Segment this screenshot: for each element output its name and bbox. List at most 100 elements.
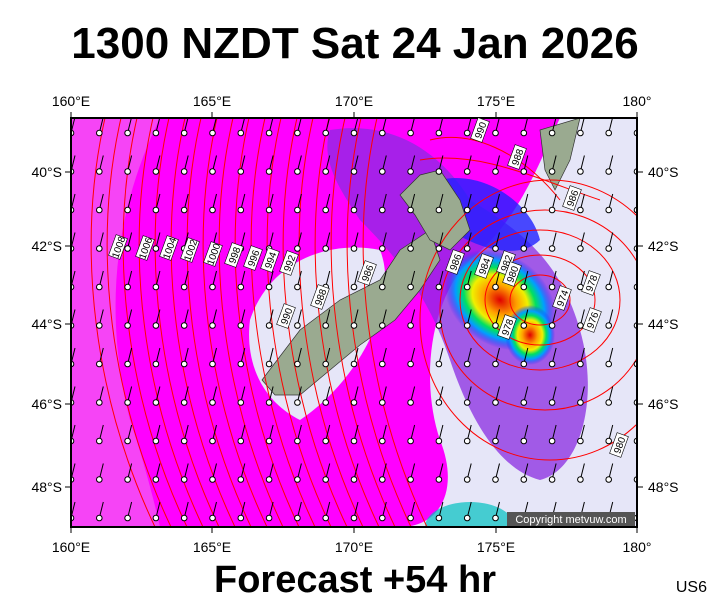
station-dot (379, 360, 386, 368)
station-dot (435, 476, 443, 483)
station-dot (209, 360, 216, 368)
station-dot (237, 437, 245, 445)
isobar-label-box (279, 250, 299, 276)
station-dot (435, 206, 443, 214)
station-dot (407, 245, 414, 252)
station-dot (463, 206, 471, 214)
station-dot (577, 437, 584, 445)
isobar-label-box (581, 270, 601, 296)
isobar (298, 118, 364, 527)
station-dot (350, 437, 358, 445)
isobar-label-box (470, 117, 490, 143)
lon-label: 160°E (52, 539, 90, 555)
isobar-label-box (159, 235, 179, 261)
lon-label: 180° (623, 93, 652, 109)
isobar-label-box (502, 261, 522, 287)
station-dot (463, 360, 471, 368)
station-dot (407, 360, 414, 368)
station-dot (180, 360, 188, 368)
station-dot (605, 399, 613, 406)
station-dot (605, 476, 613, 483)
lat-label: 40°S (648, 164, 679, 180)
station-dot (350, 476, 358, 483)
isobar (439, 209, 637, 411)
station-dot (520, 476, 528, 483)
station-dot (294, 437, 301, 445)
station-dot (407, 129, 414, 137)
isobar-label-box (310, 284, 330, 310)
title: 1300 NZDT Sat 24 Jan 2026 (71, 19, 638, 68)
station-dot (152, 283, 160, 291)
station-dot (180, 168, 188, 175)
station-dot (237, 476, 245, 483)
isobar-label-box (497, 314, 517, 340)
station-dot (96, 206, 103, 214)
station-dot (407, 514, 414, 522)
station-dot (96, 399, 103, 406)
station-dot (294, 283, 301, 291)
station-dot (294, 129, 301, 137)
station-dot (350, 322, 358, 329)
station-dot (520, 399, 528, 406)
station-dot (124, 206, 131, 214)
station-dot (577, 206, 584, 214)
forecast-label: Forecast +54 hr (214, 559, 496, 600)
lon-label: 175°E (477, 93, 515, 109)
station-dot (209, 476, 216, 483)
station-dot (152, 399, 160, 406)
station-dot (435, 437, 443, 445)
station-dot (96, 283, 103, 291)
station-dot (548, 360, 556, 368)
station-dot (265, 437, 273, 445)
station-dot (209, 206, 216, 214)
isobar-label-box (135, 235, 155, 261)
isobar (459, 229, 621, 371)
station-dot (548, 168, 556, 175)
station-dot (124, 283, 131, 291)
station-dot (492, 399, 499, 406)
station-dot (265, 283, 273, 291)
isobar-label-box (243, 245, 263, 271)
station-dot (577, 129, 584, 137)
copyright-box (507, 512, 635, 526)
lat-label: 48°S (648, 479, 679, 495)
station-dot (237, 206, 245, 214)
station-dot (435, 168, 443, 175)
station-dot (124, 360, 131, 368)
station-dot (379, 399, 386, 406)
station-dot (605, 206, 613, 214)
station-dot (180, 476, 188, 483)
station-dot (350, 360, 358, 368)
station-dot (294, 476, 301, 483)
isobar (106, 118, 172, 527)
station-dot (605, 283, 613, 291)
station-dot (379, 168, 386, 175)
model-code: US6 (676, 579, 707, 596)
isobar (419, 179, 637, 461)
station-dot (180, 129, 188, 137)
isobar-label-box (203, 241, 223, 267)
station-dot (520, 168, 528, 175)
station-dot (265, 476, 273, 483)
station-dot (265, 129, 273, 137)
station-dot (96, 129, 103, 137)
station-dot (492, 514, 499, 522)
station-dot (463, 322, 471, 329)
station-dot (548, 322, 556, 329)
isobar-label-box (609, 432, 629, 458)
station-dot (322, 399, 330, 406)
station-dot (407, 206, 414, 214)
station-dot (322, 206, 330, 214)
station-dot (350, 514, 358, 522)
station-dot (520, 283, 528, 291)
station-dot (492, 476, 499, 483)
station-dot (180, 399, 188, 406)
station-dot (605, 245, 613, 252)
station-dot (322, 129, 330, 137)
isobar (362, 118, 428, 527)
station-dot (435, 129, 443, 137)
lat-label: 48°S (31, 479, 62, 495)
isobar (154, 118, 220, 527)
lat-label: 40°S (31, 164, 62, 180)
station-dot (209, 129, 216, 137)
